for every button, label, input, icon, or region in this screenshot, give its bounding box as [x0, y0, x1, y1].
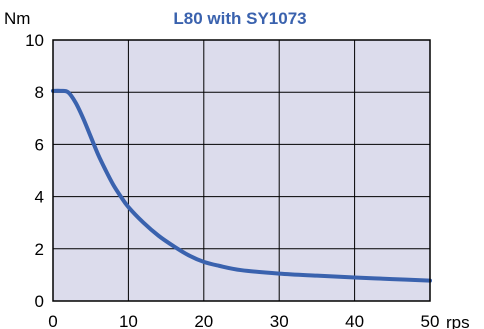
x-tick-label-1: 10	[119, 312, 138, 329]
plot-frame	[52, 39, 431, 302]
y-axis-ticks: 0 2 4 6 8 10	[25, 31, 44, 311]
x-tick-label-4: 40	[345, 312, 364, 329]
y-tick-label-3: 6	[35, 135, 44, 154]
y-axis-unit-label: Nm	[4, 9, 30, 28]
x-axis-unit-label: rps	[446, 313, 470, 329]
x-axis-ticks: 0 10 20 30 40 50	[48, 312, 439, 329]
x-tick-label-0: 0	[48, 312, 57, 329]
grid-lines	[53, 40, 430, 301]
x-tick-label-3: 30	[270, 312, 289, 329]
x-tick-label-2: 20	[194, 312, 213, 329]
y-tick-label-4: 8	[35, 83, 44, 102]
x-tick-label-5: 50	[421, 312, 440, 329]
plot-area	[53, 40, 430, 301]
y-tick-label-2: 4	[35, 188, 44, 207]
y-tick-label-0: 0	[35, 292, 44, 311]
chart-title: L80 with SY1073	[173, 9, 306, 28]
y-tick-label-1: 2	[35, 240, 44, 259]
y-tick-label-5: 10	[25, 31, 44, 50]
torque-curve-line	[51, 88, 432, 283]
